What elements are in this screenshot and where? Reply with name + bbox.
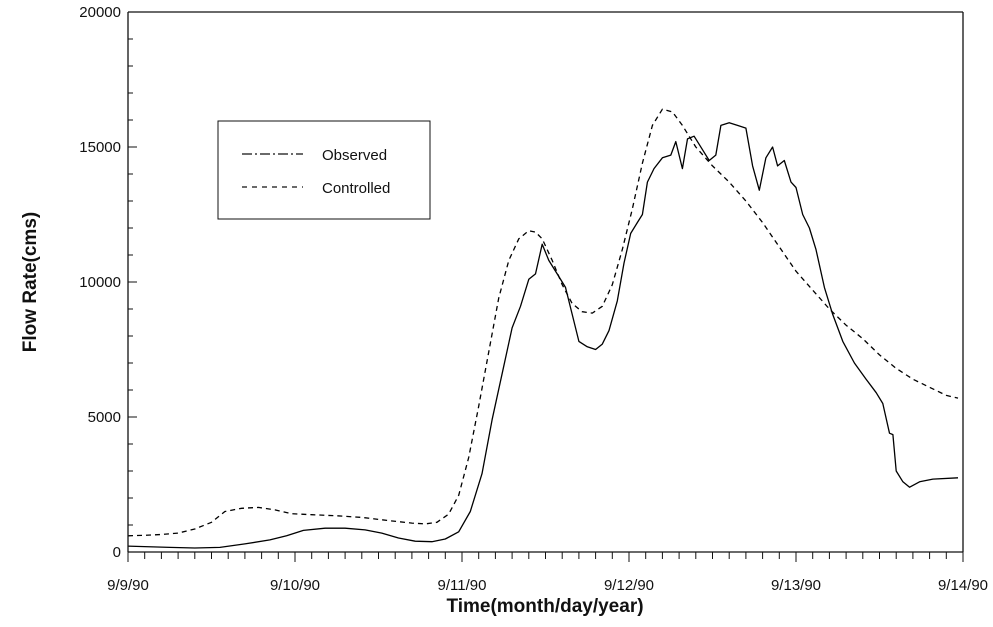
x-tick-label: 9/12/90 <box>604 577 654 594</box>
y-axis-title: Flow Rate(cms) <box>20 212 41 352</box>
x-tick-label: 9/14/90 <box>938 577 988 594</box>
y-tick-label: 5000 <box>88 409 121 426</box>
x-tick-label: 9/10/90 <box>270 577 320 594</box>
y-tick-label: 15000 <box>79 139 121 156</box>
series-layer <box>127 108 959 549</box>
minor-tick-layer <box>127 11 964 562</box>
y-axis-title-group: Flow Rate(cms) <box>20 212 41 352</box>
legend-box <box>217 120 431 220</box>
x-tick-label: 9/11/90 <box>438 577 487 594</box>
x-tick-label: 9/13/90 <box>771 577 821 594</box>
tick-label-layer: 9/9/90 9/10/90 9/11/90 9/12/90 9/13/90 9/14/9… <box>79 4 988 594</box>
y-tick-label: 0 <box>113 544 121 561</box>
series-line-observed <box>127 122 959 549</box>
x-tick-label: 9/9/90 <box>107 577 149 594</box>
y-tick-label: 20000 <box>79 4 121 21</box>
legend-observed-label: Observed <box>322 147 387 164</box>
y-tick-label: 10000 <box>79 274 121 291</box>
legend-controlled-label: Controlled <box>322 180 390 197</box>
legend: Observed Controlled <box>217 120 431 220</box>
axis-layer <box>127 11 964 553</box>
x-axis-title: Time(month/day/year) <box>446 596 643 617</box>
